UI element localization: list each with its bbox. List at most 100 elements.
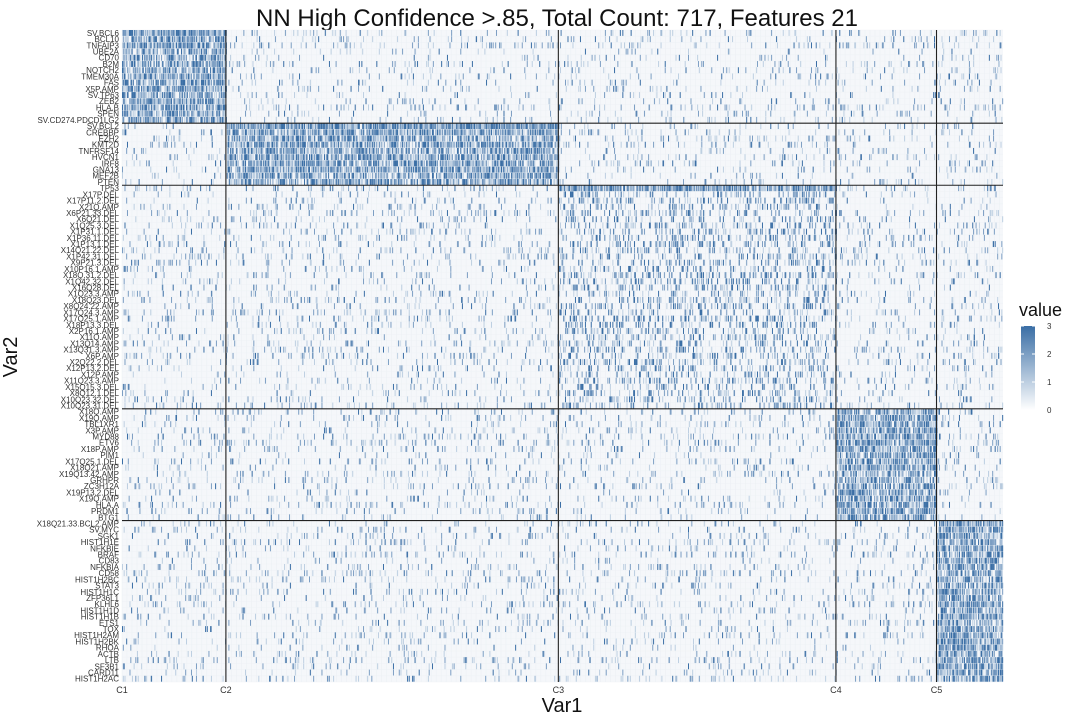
heatmap-cell	[758, 141, 760, 148]
heatmap-cell	[444, 154, 446, 161]
heatmap-cell	[481, 36, 483, 43]
heatmap-cell	[146, 48, 148, 55]
heatmap-cell	[353, 141, 355, 148]
heatmap-cell	[266, 154, 268, 161]
heatmap-cell	[816, 42, 817, 49]
heatmap-cell	[333, 154, 335, 161]
heatmap-cell	[333, 123, 335, 130]
heatmap-cell	[633, 154, 635, 161]
heatmap-cell	[789, 67, 791, 74]
heatmap-cell	[133, 42, 135, 49]
heatmap-cell	[548, 141, 550, 148]
heatmap-cell	[185, 98, 187, 105]
heatmap-cell	[559, 135, 561, 142]
heatmap-cell	[221, 42, 223, 49]
heatmap-cell	[219, 30, 221, 36]
heatmap-cell	[517, 42, 519, 49]
heatmap-cell	[458, 73, 460, 80]
heatmap-cell	[811, 135, 813, 142]
heatmap-cell	[439, 129, 441, 136]
heatmap-cell	[559, 104, 561, 111]
heatmap-cell	[826, 147, 828, 154]
heatmap-cell	[486, 129, 488, 136]
heatmap-cell	[481, 160, 483, 167]
heatmap-cell	[141, 104, 143, 111]
heatmap-cell	[505, 147, 507, 154]
heatmap-cell	[328, 135, 330, 142]
heatmap-cell	[499, 135, 501, 142]
heatmap-cell	[329, 160, 331, 167]
heatmap-cell	[502, 123, 504, 130]
heatmap-cell	[126, 104, 128, 111]
heatmap-cell	[170, 54, 172, 61]
heatmap-cell	[511, 141, 513, 148]
heatmap-cell	[976, 154, 978, 161]
heatmap-cell	[126, 36, 128, 43]
heatmap-cell	[433, 147, 435, 154]
heatmap-cell	[476, 141, 478, 148]
heatmap-cell	[842, 85, 844, 92]
heatmap-cell	[156, 61, 158, 67]
heatmap-cell	[135, 92, 137, 98]
heatmap-cell	[205, 92, 207, 98]
heatmap-cell	[348, 129, 350, 136]
heatmap-cell	[138, 30, 140, 36]
heatmap-cell	[276, 141, 278, 148]
heatmap-cell	[625, 79, 627, 86]
heatmap-cell	[402, 147, 404, 154]
heatmap-cell	[761, 85, 763, 92]
heatmap-cell	[759, 141, 761, 148]
heatmap-cell	[831, 30, 833, 36]
heatmap-cell	[361, 135, 363, 142]
heatmap-cell	[259, 129, 261, 136]
heatmap-cell	[490, 147, 492, 154]
heatmap-cell	[165, 104, 167, 111]
heatmap-cell	[246, 154, 248, 161]
heatmap-cell	[633, 42, 635, 49]
heatmap-cell	[318, 67, 320, 74]
heatmap-cell	[219, 79, 221, 86]
heatmap-cell	[302, 123, 304, 130]
heatmap-cell	[949, 98, 951, 105]
heatmap-cell	[532, 160, 534, 167]
heatmap-cell	[419, 104, 421, 111]
heatmap-cell	[354, 154, 356, 161]
heatmap-cell	[883, 147, 885, 154]
heatmap-cell	[477, 147, 479, 154]
heatmap-cell	[230, 54, 232, 61]
heatmap-cell	[794, 116, 796, 123]
heatmap-cell	[656, 92, 658, 98]
heatmap-cell	[148, 104, 150, 111]
heatmap-cell	[507, 147, 509, 154]
heatmap-cell	[275, 104, 277, 111]
heatmap-cell	[325, 141, 327, 148]
heatmap-cell	[386, 135, 388, 142]
heatmap-cell	[135, 54, 137, 61]
heatmap-cell	[152, 48, 154, 55]
heatmap-cell	[208, 73, 210, 80]
heatmap-cell	[395, 48, 397, 55]
heatmap-cell	[174, 85, 176, 92]
heatmap-cell	[669, 92, 671, 98]
heatmap-cell	[530, 160, 532, 167]
heatmap-cell	[496, 160, 498, 167]
heatmap-cell	[538, 123, 540, 130]
heatmap-cell	[518, 141, 520, 148]
heatmap-cell	[517, 123, 519, 130]
heatmap-cell	[146, 98, 148, 105]
heatmap-cell	[359, 141, 361, 148]
heatmap-cell	[862, 110, 864, 117]
heatmap-cell	[210, 54, 212, 61]
heatmap-cell	[528, 160, 530, 167]
heatmap-cell	[555, 135, 557, 142]
heatmap-cell	[165, 110, 167, 117]
heatmap-cell	[489, 154, 491, 161]
heatmap-cell	[405, 129, 407, 136]
heatmap-cell	[378, 73, 380, 80]
heatmap-cell	[343, 36, 345, 43]
heatmap-cell	[602, 42, 604, 49]
heatmap-cell	[150, 73, 152, 80]
heatmap-cell	[707, 135, 709, 142]
heatmap-cell	[240, 154, 242, 161]
heatmap-cell	[136, 154, 138, 161]
